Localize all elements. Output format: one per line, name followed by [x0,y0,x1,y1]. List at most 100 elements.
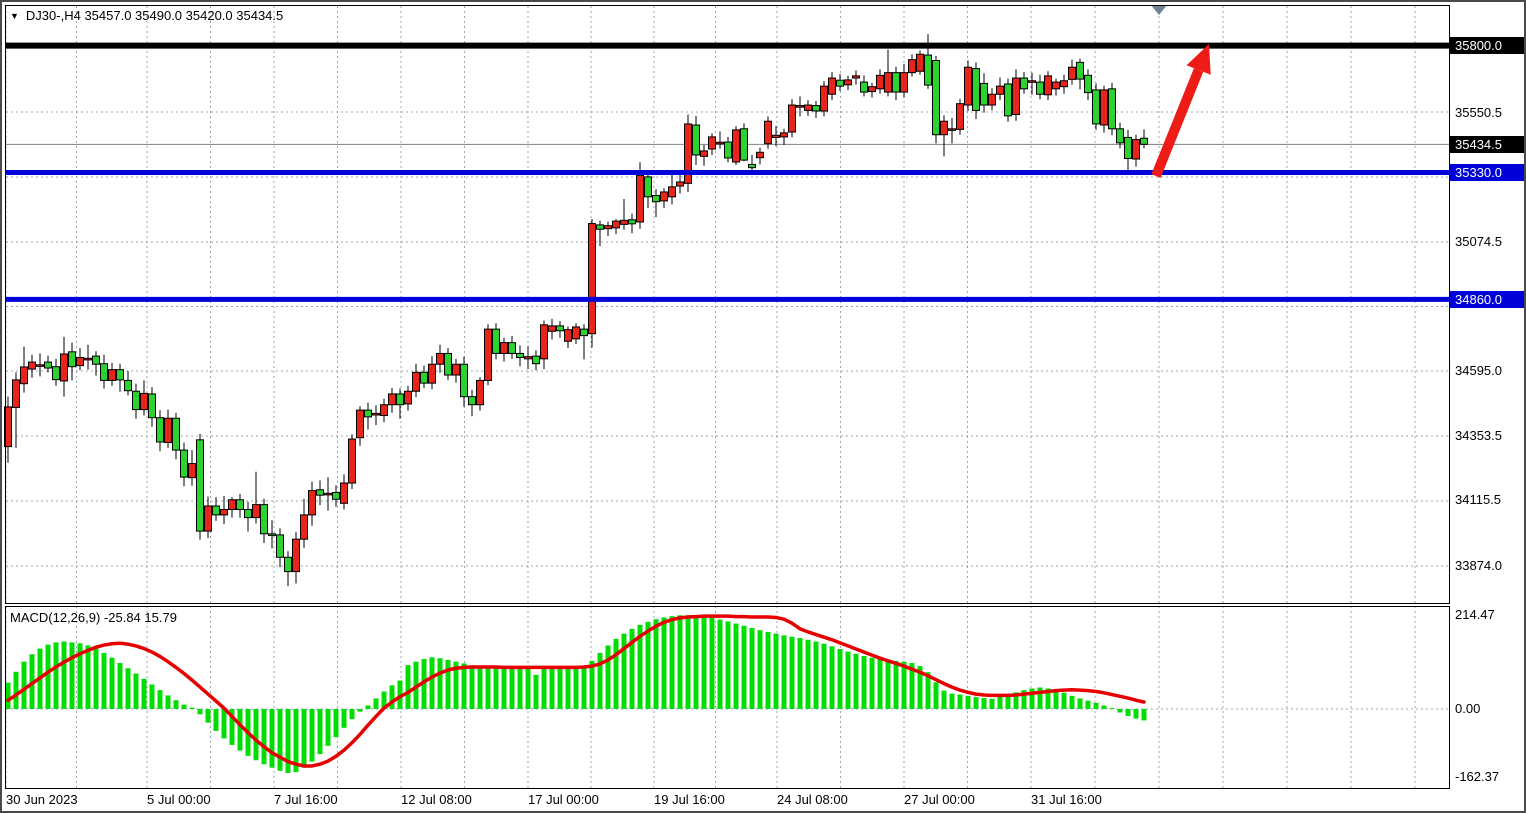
macd-histogram-bar [213,709,219,731]
macd-histogram-bar [1013,692,1019,709]
macd-histogram-bar [293,709,299,773]
candle-body [4,406,12,448]
candle-body [540,324,548,360]
macd-histogram-bar [829,646,835,709]
candle-body [764,120,772,145]
trend-arrow-head[interactable] [1186,44,1211,75]
chart-shift-marker-icon[interactable] [1151,5,1167,15]
candle-body [1084,74,1092,94]
candle-body [732,129,740,163]
candle-body [364,409,372,418]
macd-histogram-bar [437,658,443,709]
macd-histogram-bar [333,709,339,738]
candle-body [1124,136,1132,159]
candle-body [812,105,820,112]
macd-histogram-bar [853,653,859,709]
price-axis-label: 35074.5 [1455,233,1502,249]
macd-histogram-bar [1069,695,1075,709]
macd-histogram-bar [669,616,675,709]
macd-histogram-bar [285,709,291,773]
macd-histogram-bar [813,641,819,709]
macd-histogram-bar [13,671,19,709]
candle-body [380,404,388,417]
candle-body [892,72,900,93]
macd-histogram-bar [805,639,811,709]
candle-body [1068,66,1076,80]
candle-body [124,379,132,392]
candle-body [292,538,300,573]
trend-arrow-shaft[interactable] [1151,68,1204,178]
candle-body [460,363,468,398]
candle-body [388,393,396,406]
macd-histogram-bar [237,709,243,751]
macd-histogram-bar [589,660,595,709]
macd-histogram-bar [125,668,131,709]
macd-histogram-bar [917,666,923,709]
symbol-dropdown-icon[interactable]: ▼ [10,10,19,21]
candle-body [820,85,828,112]
macd-histogram-bar [1021,690,1027,709]
macd-histogram-bar [781,635,787,709]
macd-histogram-bar [317,709,323,755]
candle-body [1060,80,1068,88]
macd-histogram-bar [45,644,51,709]
macd-histogram-bar [349,709,355,720]
macd-histogram-bar [613,638,619,709]
macd-histogram-bar [549,666,555,709]
candle-body [1108,88,1116,130]
candle-body [1004,83,1012,117]
macd-histogram-bar [61,641,67,709]
macd-histogram-bar [453,661,459,709]
macd-histogram-bar [877,659,883,709]
macd-histogram-bar [685,615,691,709]
macd-histogram-bar [277,709,283,771]
macd-histogram-bar [789,636,795,709]
candle-body [1116,128,1124,144]
macd-histogram-bar [653,619,659,709]
candle-body [108,369,116,381]
macd-histogram-bar [581,667,587,709]
candle-body [668,186,676,198]
candle-body [644,176,652,198]
macd-histogram-bar [1133,709,1139,719]
time-axis-label: 5 Jul 00:00 [147,792,211,807]
macd-histogram-bar [309,709,315,762]
macd-histogram-bar [149,684,155,709]
candle-body [52,366,60,381]
candle-body [1012,77,1020,115]
macd-histogram-bar [1085,700,1091,709]
candle-body [420,371,428,384]
candle-body [852,75,860,79]
candle-body [988,93,996,106]
candle-body [100,363,108,381]
candle-body [1020,77,1028,90]
macd-histogram-bar [645,621,651,709]
candle-body [28,361,36,370]
macd-histogram-bar [509,667,515,709]
candle-body [524,356,532,360]
macd-histogram-bar [165,695,171,709]
macd-histogram-bar [253,709,259,761]
macd-histogram-bar [797,638,803,709]
candle-body [916,53,924,72]
candle-body [68,351,76,368]
candle-body [468,396,476,406]
macd-histogram-bar [845,651,851,709]
macd-histogram-bar [661,617,667,709]
macd-histogram-bar [421,659,427,709]
candle-body [316,489,324,496]
macd-histogram-bar [101,652,107,709]
time-axis-label: 24 Jul 08:00 [777,792,848,807]
macd-histogram-bar [461,663,467,709]
candle-body [516,352,524,358]
macd-histogram-bar [141,678,147,709]
candle-body [436,352,444,365]
candle-body [228,499,236,510]
candle-body [748,163,756,169]
candle-body [588,223,596,335]
candle-body [196,439,204,532]
macd-histogram-bar [405,665,411,709]
macd-histogram-bar [677,615,683,709]
macd-histogram-bar [1029,688,1035,709]
